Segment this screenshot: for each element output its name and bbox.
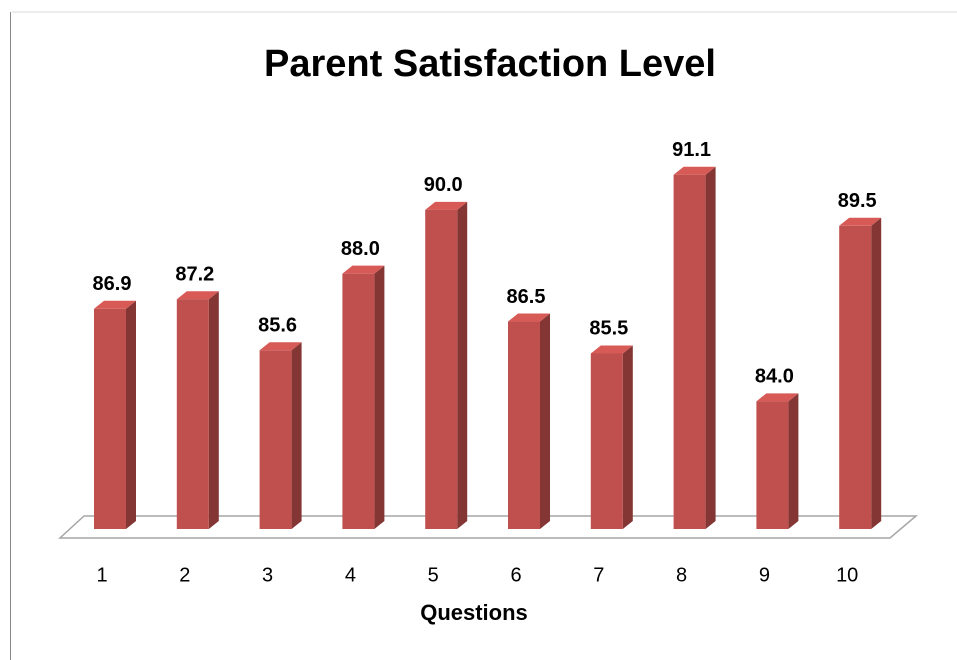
bar-side [208, 291, 219, 529]
bar-top [590, 345, 633, 354]
bar [342, 273, 375, 529]
data-label: 91.1 [672, 139, 711, 161]
data-label: 86.5 [507, 286, 546, 308]
bar-side [705, 166, 716, 529]
bar [673, 174, 706, 529]
x-tick-label: 2 [179, 564, 190, 586]
x-tick-label: 6 [510, 564, 521, 586]
data-label: 90.0 [424, 174, 463, 196]
bar-side [540, 313, 550, 529]
data-label: 87.2 [175, 263, 214, 285]
x-tick-label: 1 [96, 564, 107, 586]
data-label: 89.5 [838, 190, 877, 212]
bar-top [259, 342, 302, 351]
bar-top [673, 166, 716, 175]
bar [508, 321, 540, 529]
x-tick-label: 3 [262, 564, 273, 586]
bar-top [839, 217, 882, 226]
bar [176, 299, 209, 529]
x-tick-label: 4 [345, 564, 356, 586]
x-tick-label: 9 [759, 564, 770, 586]
bar [425, 209, 458, 530]
data-label: 84.0 [755, 366, 794, 388]
bar-side [126, 300, 136, 529]
data-label: 86.9 [93, 273, 132, 295]
bar-top [94, 300, 136, 309]
x-tick-label: 8 [676, 564, 687, 586]
chart-title: Parent Satisfaction Level [264, 43, 716, 85]
bar-top [425, 201, 468, 210]
bar-side [871, 217, 882, 529]
bar-side [291, 342, 302, 529]
bar [590, 353, 623, 529]
x-tick-label: 5 [428, 564, 439, 586]
bar [839, 225, 872, 529]
x-axis-title: Questions [420, 600, 528, 625]
bar-top [176, 291, 219, 300]
data-label: 88.0 [341, 238, 380, 260]
data-label: 85.6 [258, 315, 297, 337]
bar [259, 350, 292, 529]
bar [94, 308, 126, 529]
x-tick-label: 7 [593, 564, 604, 586]
bar-side [457, 201, 468, 530]
bar-top [342, 265, 385, 274]
x-tick-label: 10 [836, 564, 858, 586]
bar [756, 401, 789, 529]
bar-side [622, 345, 633, 529]
bar-side [788, 393, 799, 529]
bar-top [508, 313, 550, 322]
bar-side [374, 265, 385, 529]
bar-top [756, 393, 799, 402]
data-label: 85.5 [589, 318, 628, 340]
